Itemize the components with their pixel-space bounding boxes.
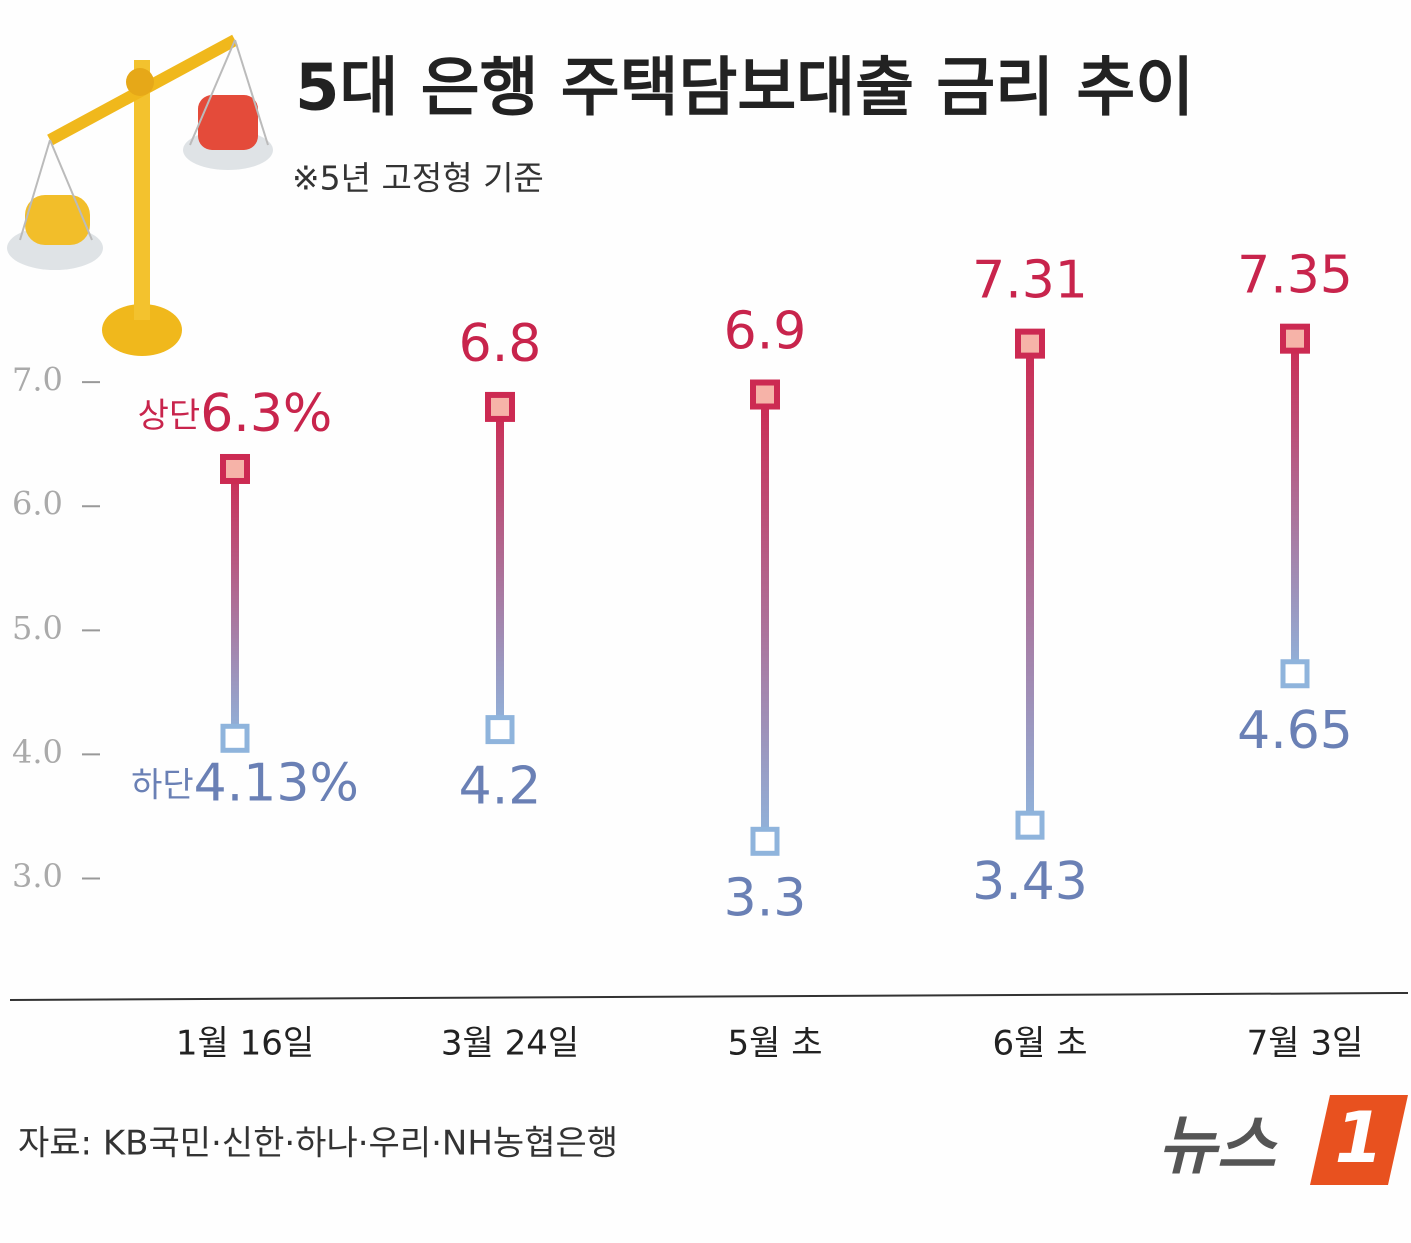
chart-title: 5대 은행 주택담보대출 금리 추이 bbox=[295, 52, 1194, 126]
range-bar bbox=[1026, 343, 1034, 826]
y-tick-label: 7.0 bbox=[12, 361, 63, 399]
upper-marker bbox=[1280, 323, 1310, 354]
upper-value-label: 6.9 bbox=[724, 302, 807, 362]
upper-value-label: 상단6.3% bbox=[138, 384, 333, 444]
x-tick-label: 5월 초 bbox=[728, 1024, 823, 1064]
value-label: 6.8 bbox=[459, 314, 542, 374]
chart-subtitle: ※5년 고정형 기준 bbox=[292, 159, 544, 198]
upper-marker bbox=[485, 391, 515, 422]
baseline bbox=[9, 992, 1409, 1001]
lower-value-label: 3.3 bbox=[724, 868, 807, 928]
logo-text: 뉴스 bbox=[1158, 1110, 1278, 1184]
value-label: 7.31 bbox=[972, 251, 1088, 311]
x-tick-label: 1월 16일 bbox=[176, 1024, 314, 1064]
range-bar bbox=[761, 394, 769, 842]
series-name: 상단 bbox=[138, 395, 201, 435]
series-name: 하단 bbox=[131, 765, 194, 805]
y-tick-label: 3.0 bbox=[12, 857, 63, 895]
value-label: 3.3 bbox=[724, 868, 807, 928]
lower-value-label: 하단4.13% bbox=[131, 753, 359, 813]
upper-value-label: 7.35 bbox=[1237, 246, 1353, 306]
range-bar bbox=[231, 468, 239, 739]
range-bar bbox=[1291, 338, 1299, 674]
value-label: 6.3% bbox=[200, 384, 332, 444]
value-label: 4.13% bbox=[194, 753, 359, 813]
value-label: 3.43 bbox=[972, 852, 1088, 912]
value-label: 6.9 bbox=[724, 302, 807, 362]
y-tick-label: 5.0 bbox=[12, 609, 63, 647]
source: 자료: KB국민·신한·하나·우리·NH농협은행 bbox=[18, 1124, 618, 1164]
y-tick-label: 6.0 bbox=[12, 485, 63, 523]
value-label: 4.65 bbox=[1237, 701, 1353, 761]
logo-badge bbox=[1310, 1095, 1408, 1185]
lower-value-label: 4.2 bbox=[459, 757, 542, 817]
upper-value-label: 7.31 bbox=[972, 251, 1088, 311]
upper-marker bbox=[1015, 328, 1045, 359]
upper-marker bbox=[750, 379, 780, 410]
lower-value-label: 4.65 bbox=[1237, 701, 1353, 761]
upper-value-label: 6.8 bbox=[459, 314, 542, 374]
range-bar bbox=[496, 406, 504, 730]
upper-marker bbox=[220, 453, 250, 484]
scale-illustration bbox=[7, 34, 273, 356]
lower-marker bbox=[750, 826, 780, 856]
lower-marker bbox=[220, 723, 250, 753]
logo-mark: 1 bbox=[1335, 1097, 1384, 1179]
x-tick-label: 3월 24일 bbox=[441, 1024, 579, 1064]
value-label: 4.2 bbox=[459, 757, 542, 817]
x-tick-label: 6월 초 bbox=[993, 1024, 1088, 1064]
lower-marker bbox=[1280, 659, 1310, 689]
lower-marker bbox=[1015, 810, 1045, 840]
lower-marker bbox=[485, 715, 515, 745]
x-tick-label: 7월 3일 bbox=[1247, 1024, 1364, 1064]
logo: 뉴스 1 bbox=[1158, 1095, 1408, 1185]
value-label: 7.35 bbox=[1237, 246, 1353, 306]
lower-value-label: 3.43 bbox=[972, 852, 1088, 912]
y-tick-label: 4.0 bbox=[12, 733, 63, 771]
